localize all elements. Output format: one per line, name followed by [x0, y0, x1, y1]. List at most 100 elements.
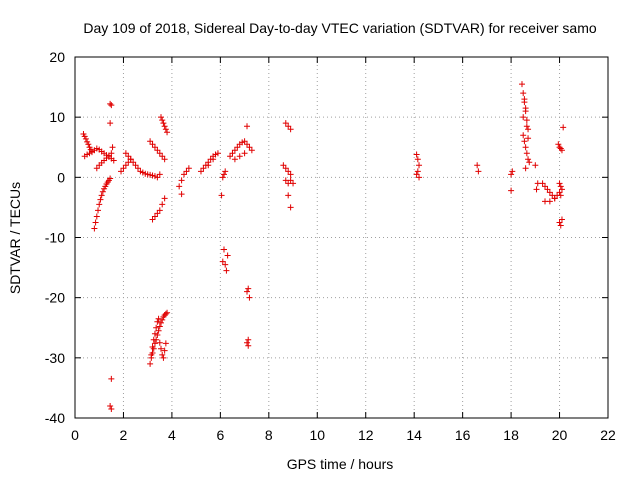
data-point: [557, 183, 564, 190]
data-point: [159, 117, 166, 124]
data-point: [210, 156, 217, 163]
x-tick-label: 18: [503, 427, 519, 443]
data-point: [176, 183, 183, 190]
x-tick-label: 22: [600, 427, 616, 443]
data-point: [158, 114, 165, 121]
data-point: [96, 201, 103, 208]
data-point: [287, 171, 294, 178]
data-point: [148, 351, 155, 358]
data-point: [154, 174, 161, 181]
data-point: [130, 159, 137, 166]
data-point: [155, 315, 162, 322]
data-point: [245, 285, 252, 292]
y-tick-label: 10: [49, 109, 65, 125]
data-point: [149, 216, 156, 223]
data-point: [475, 168, 482, 175]
data-point: [156, 323, 163, 330]
data-point: [231, 147, 238, 154]
data-point: [82, 135, 89, 142]
data-point: [122, 162, 129, 169]
data-point: [558, 186, 565, 193]
data-point: [107, 402, 114, 409]
x-axis-tick-labels: 0 2 4 6 8 10 12 14 16 18 20 22: [71, 427, 616, 443]
data-point: [287, 126, 294, 133]
data-point: [244, 288, 251, 295]
data-point: [508, 171, 515, 178]
data-point: [160, 354, 167, 361]
data-point: [414, 156, 421, 163]
data-point: [508, 187, 515, 194]
data-point: [234, 144, 241, 151]
data-point: [557, 192, 564, 199]
data-point: [97, 196, 104, 203]
data-point: [154, 210, 161, 217]
data-point: [200, 165, 207, 172]
data-point: [544, 186, 551, 193]
x-tick-label: 2: [120, 427, 128, 443]
data-point: [546, 189, 553, 196]
data-point: [558, 216, 565, 223]
data-point: [220, 246, 227, 253]
data-point: [205, 162, 212, 169]
data-point: [560, 124, 567, 131]
data-point: [244, 123, 251, 130]
data-point: [132, 162, 139, 169]
data-point: [285, 168, 292, 175]
data-point: [219, 258, 226, 265]
data-point: [222, 261, 229, 268]
data-point: [118, 168, 125, 175]
data-point: [246, 144, 253, 151]
data-point: [91, 225, 98, 232]
data-point: [222, 168, 229, 175]
data-point: [290, 180, 297, 187]
data-point: [525, 135, 532, 142]
data-point: [474, 162, 481, 169]
data-point: [245, 336, 252, 343]
data-point: [154, 318, 161, 325]
data-point: [244, 141, 251, 148]
data-point: [159, 153, 166, 160]
x-tick-label: 10: [309, 427, 325, 443]
data-point: [224, 252, 231, 259]
data-point: [162, 340, 169, 347]
x-tick-label: 14: [406, 427, 422, 443]
data-point: [556, 219, 563, 226]
data-point: [197, 168, 204, 175]
data-point: [107, 175, 114, 182]
data-point: [98, 192, 105, 199]
data-point: [178, 191, 185, 198]
y-tick-label: -10: [45, 230, 65, 246]
x-tick-label: 6: [216, 427, 224, 443]
data-point: [108, 102, 115, 109]
data-point: [158, 345, 165, 352]
x-tick-label: 0: [71, 427, 79, 443]
data-point: [413, 151, 420, 158]
data-point: [539, 180, 546, 187]
data-point: [416, 174, 423, 181]
data-point: [520, 90, 527, 97]
data-point: [522, 105, 529, 112]
data-point: [509, 168, 516, 175]
data-point: [285, 123, 292, 130]
data-point: [93, 213, 100, 220]
data-point: [122, 150, 129, 157]
x-tick-label: 16: [455, 427, 471, 443]
data-point: [151, 213, 158, 220]
data-point: [241, 150, 248, 157]
data-point: [99, 188, 106, 195]
data-point: [556, 180, 563, 187]
data-point: [155, 327, 162, 334]
chart-title: Day 109 of 2018, Sidereal Day-to-day VTE…: [83, 20, 596, 36]
data-point: [156, 150, 163, 157]
data-point: [161, 347, 168, 354]
data-point: [416, 162, 423, 169]
data-point: [522, 165, 529, 172]
data-point: [153, 324, 160, 331]
data-point: [183, 168, 190, 175]
data-point: [161, 123, 168, 130]
data-point: [246, 294, 253, 301]
data-point: [522, 144, 529, 151]
data-point: [149, 141, 156, 148]
data-point: [156, 171, 163, 178]
data-point: [178, 177, 185, 184]
